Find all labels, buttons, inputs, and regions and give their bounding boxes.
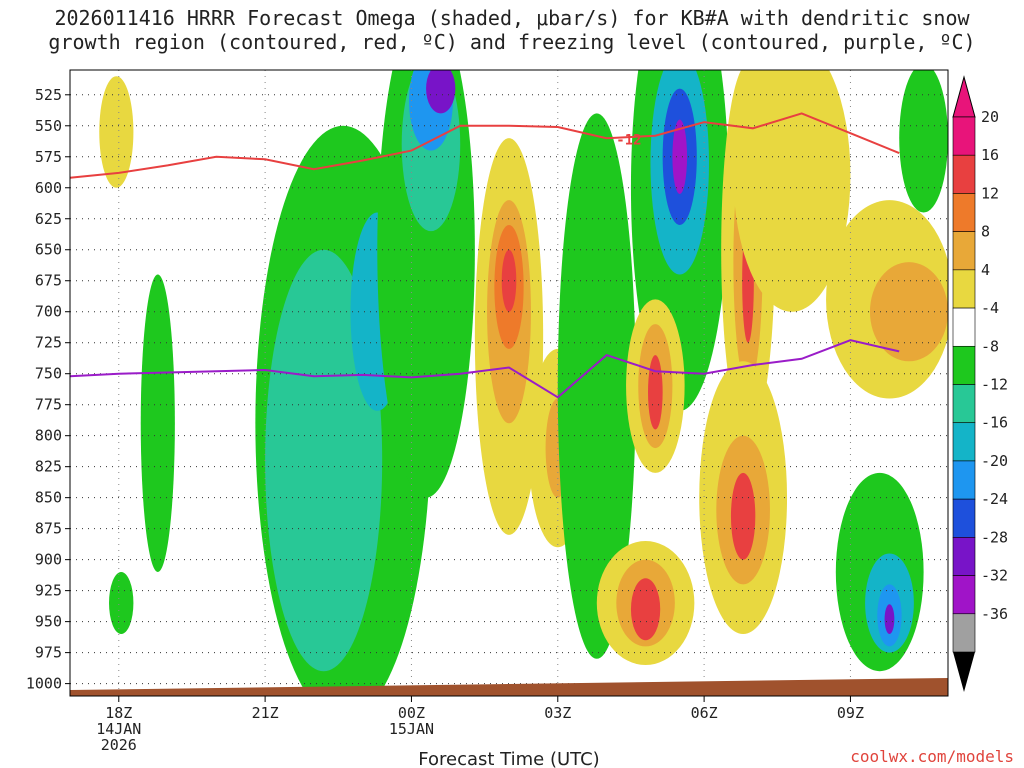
y-tick-label: 700 <box>35 303 62 321</box>
omega-region <box>730 472 756 560</box>
colorbar-segment <box>952 460 976 500</box>
omega-shading <box>99 70 948 696</box>
omega-region <box>733 70 851 312</box>
x-tick-label: 21Z <box>252 704 279 722</box>
colorbar-bottom-arrow <box>953 652 975 692</box>
omega-region <box>884 604 895 635</box>
omega-region <box>869 262 948 362</box>
y-tick-label: 625 <box>35 210 62 228</box>
x-tick-label: 14JAN <box>96 720 141 738</box>
x-tick-label: 15JAN <box>389 720 434 738</box>
colorbar-label: -36 <box>981 605 1008 623</box>
colorbar-label: 12 <box>981 184 999 202</box>
title-line-1: 2026011416 HRRR Forecast Omega (shaded, … <box>54 6 970 30</box>
x-tick-label: 18Z <box>105 704 132 722</box>
omega-region <box>265 249 383 672</box>
y-tick-label: 925 <box>35 582 62 600</box>
omega-region <box>109 572 134 635</box>
terrain <box>70 678 948 696</box>
colorbar-label: -4 <box>981 299 999 317</box>
omega-region <box>899 70 948 213</box>
colorbar-segment <box>952 345 976 385</box>
colorbar-segment <box>952 537 976 576</box>
colorbar-label: -32 <box>981 567 1008 585</box>
y-tick-label: 675 <box>35 272 62 290</box>
colorbar-label: -16 <box>981 414 1008 432</box>
x-tick-label: 03Z <box>544 704 571 722</box>
x-axis-label: Forecast Time (UTC) <box>418 749 599 768</box>
omega-region <box>672 119 688 194</box>
colorbar-segment <box>952 231 976 271</box>
y-tick-label: 575 <box>35 148 62 166</box>
y-tick-label: 975 <box>35 644 62 662</box>
colorbar-segment <box>952 116 976 156</box>
x-tick-label: 00Z <box>398 704 425 722</box>
y-tick-label: 825 <box>35 458 62 476</box>
y-tick-label: 900 <box>35 551 62 569</box>
omega-region <box>426 70 456 114</box>
x-tick-label: 06Z <box>691 704 718 722</box>
colorbar-segment <box>952 269 976 309</box>
colorbar-label: -24 <box>981 490 1008 508</box>
y-tick-label: 850 <box>35 489 62 507</box>
freezing-level-line <box>69 339 900 399</box>
contour-label: -12 <box>616 132 641 148</box>
colorbar-label: -28 <box>981 528 1008 546</box>
title-line-2: growth region (contoured, red, ºC) and f… <box>48 30 976 54</box>
colorbar-segment <box>952 613 976 653</box>
colorbar-label: 4 <box>981 261 990 279</box>
y-tick-label: 775 <box>35 396 62 414</box>
omega-region <box>630 578 661 641</box>
y-tick-label: 650 <box>35 241 62 259</box>
y-tick-label: 725 <box>35 334 62 352</box>
colorbar-segment <box>952 307 976 347</box>
chart-title: 2026011416 HRRR Forecast Omega (shaded, … <box>0 6 1024 54</box>
colorbar-label: 16 <box>981 146 999 164</box>
x-tick-label: 09Z <box>837 704 864 722</box>
colorbar-label: 20 <box>981 108 999 126</box>
dgz-contour-line <box>69 112 900 179</box>
plot-frame <box>69 69 949 697</box>
y-tick-label: 800 <box>35 427 62 445</box>
colorbar-segment <box>952 575 976 615</box>
y-tick-label: 1000 <box>26 675 62 693</box>
omega-region <box>140 274 175 573</box>
colorbar-segment <box>952 498 976 538</box>
colorbar-label: -20 <box>981 452 1008 470</box>
y-tick-label: 950 <box>35 613 62 631</box>
omega-region <box>99 76 134 188</box>
y-tick-label: 550 <box>35 117 62 135</box>
colorbar-label: -8 <box>981 337 999 355</box>
colorbar-segment <box>952 422 976 462</box>
colorbar-label: 8 <box>981 223 990 241</box>
colorbar-segment <box>952 193 976 232</box>
colorbar-segment <box>952 384 976 424</box>
colorbar-label: -12 <box>981 376 1008 394</box>
x-tick-label: 2026 <box>101 736 137 754</box>
colorbar-top-arrow <box>952 75 976 118</box>
colorbar-segment <box>952 154 976 194</box>
y-tick-label: 875 <box>35 520 62 538</box>
watermark: coolwx.com/models <box>850 747 1014 766</box>
y-tick-label: 600 <box>35 179 62 197</box>
y-tick-label: 525 <box>35 86 62 104</box>
y-tick-label: 750 <box>35 365 62 383</box>
omega-region <box>648 355 663 430</box>
